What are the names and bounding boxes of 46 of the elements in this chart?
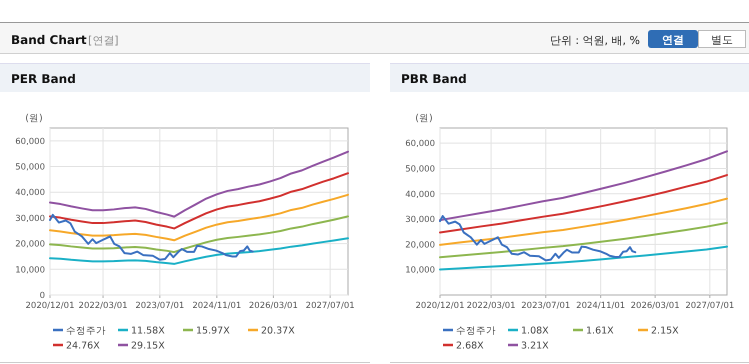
y-axis-title: (원) <box>415 113 433 124</box>
legend-label: 15.97X <box>196 326 230 336</box>
x-tick-label: 2024/11/01 <box>192 301 242 311</box>
chart-title: PBR Band <box>401 72 467 86</box>
legend-label: 1.61X <box>586 326 614 336</box>
y-tick-label: 50,000 <box>15 162 45 173</box>
text: 별도 <box>711 34 733 46</box>
y-tick-label: 0 <box>40 291 45 301</box>
x-tick-label: 2023/07/01 <box>521 301 570 311</box>
legend-label: 2.68X <box>456 340 484 352</box>
x-tick-label: 2020/12/01 <box>26 301 74 311</box>
legend-label: 29.15X <box>131 340 166 352</box>
y-tick-label: 50,000 <box>405 164 435 174</box>
legend-label: 수정주가 <box>456 326 496 336</box>
y-tick-label: 30,000 <box>15 214 45 224</box>
y-tick-label: 20,000 <box>405 240 435 250</box>
text: [연결] <box>88 34 119 47</box>
text: Band Chart <box>11 33 87 47</box>
y-tick-label: 30,000 <box>405 215 435 226</box>
chart-title: PER Band <box>11 72 76 86</box>
y-tick-label: 60,000 <box>15 136 45 147</box>
x-tick-label: 2023/07/01 <box>135 301 184 311</box>
legend-label: 2.15X <box>651 326 680 336</box>
y-tick-label: 20,000 <box>15 240 45 250</box>
x-tick-label: 2022/03/01 <box>78 301 128 311</box>
x-tick-label: 2022/03/01 <box>466 301 516 311</box>
x-tick-label: 2024/11/01 <box>576 301 626 311</box>
y-tick-label: 10,000 <box>15 265 45 276</box>
x-tick-label: 2026/03/01 <box>630 301 680 311</box>
legend-label: 3.21X <box>521 340 550 352</box>
y-tick-label: 60,000 <box>405 139 435 150</box>
text: 단위 : 억원, 배, % <box>550 34 640 47</box>
x-tick-label: 2027/07/01 <box>685 301 734 311</box>
legend-label: 20.37X <box>261 326 296 336</box>
text: 연결 <box>662 34 684 46</box>
x-tick-label: 2027/07/01 <box>306 301 355 311</box>
x-tick-label: 2026/03/01 <box>248 301 298 311</box>
legend-label: 1.08X <box>521 326 550 336</box>
y-tick-label: 40,000 <box>405 190 435 200</box>
x-tick-label: 2020/12/01 <box>416 301 464 311</box>
legend-label: 24.76X <box>66 340 100 352</box>
legend-label: 수정주가 <box>66 326 106 336</box>
y-tick-label: 40,000 <box>15 188 45 198</box>
legend-label: 11.58X <box>131 326 166 336</box>
y-tick-label: 10,000 <box>405 266 435 276</box>
y-axis-title: (원) <box>25 113 43 124</box>
